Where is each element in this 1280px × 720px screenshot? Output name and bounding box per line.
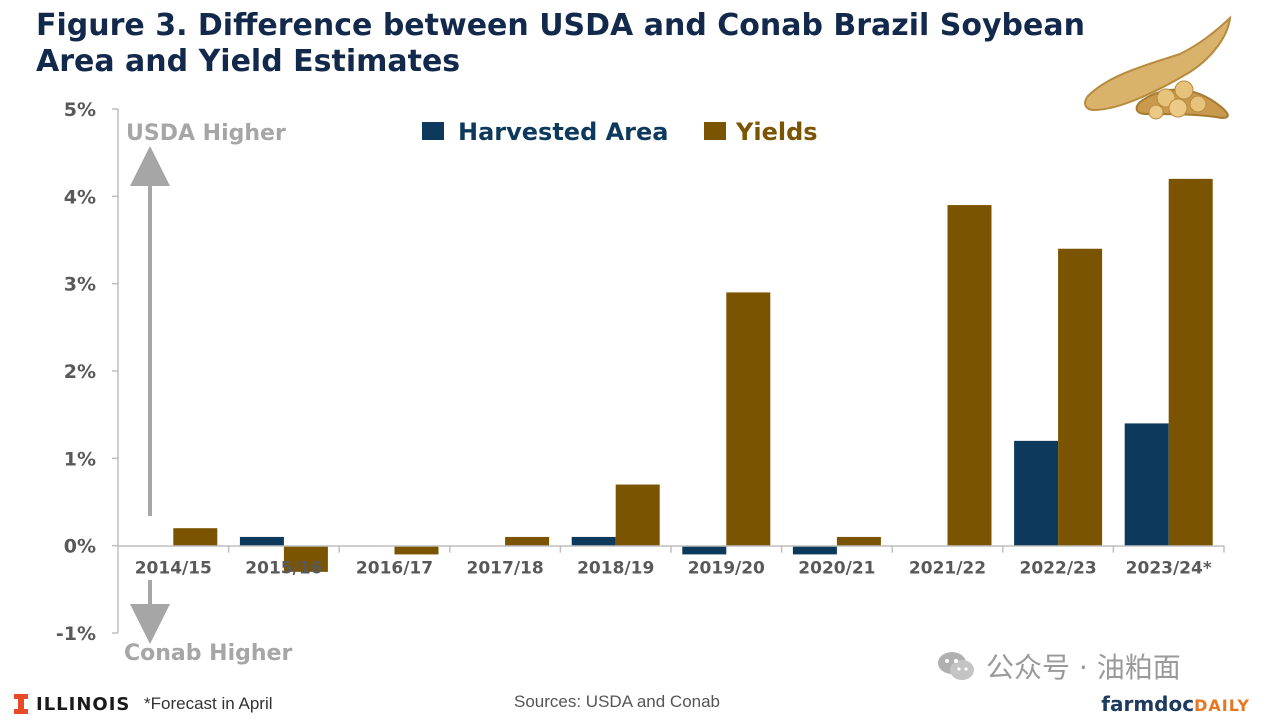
farmdoc-daily-brand: farmdocDAILY xyxy=(1101,692,1250,716)
y-tick-label: 4% xyxy=(64,186,96,208)
legend: Harvested Area Yields xyxy=(422,118,818,146)
legend-swatch-yields xyxy=(704,122,726,140)
brand-accent: DAILY xyxy=(1194,696,1250,715)
yields-bar xyxy=(836,536,881,546)
soybean-pod-icon xyxy=(1084,15,1232,120)
usda-higher-label: USDA Higher xyxy=(126,121,286,146)
x-tick-label: 2023/24* xyxy=(1126,559,1212,579)
yields-bar xyxy=(1058,248,1103,546)
harvested-area-bar xyxy=(1124,423,1169,546)
y-tick-label: 1% xyxy=(64,448,96,470)
chart-title-line2: Area and Yield Estimates xyxy=(36,44,461,79)
harvested-area-bar xyxy=(792,545,837,555)
wechat-watermark: 公众号 · 油粕面 xyxy=(936,646,1181,686)
x-tick-label: 2021/22 xyxy=(909,559,986,579)
forecast-note: *Forecast in April xyxy=(144,694,273,713)
illinois-block-i-icon xyxy=(14,694,28,714)
yields-bar xyxy=(947,205,992,546)
harvested-area-bar xyxy=(1014,440,1059,546)
y-tick-label: -1% xyxy=(56,623,96,645)
bars xyxy=(173,178,1213,572)
x-tick-label: 2022/23 xyxy=(1020,559,1097,579)
harvested-area-bar xyxy=(571,536,616,546)
yields-bar xyxy=(283,545,328,572)
source-note: Sources: USDA and Conab xyxy=(514,692,721,711)
x-tick-label: 2014/15 xyxy=(135,559,212,579)
legend-label-harvested-area: Harvested Area xyxy=(458,118,669,146)
y-axis-ticks: 5% 4% 3% 2% 1% 0% -1% xyxy=(56,99,118,645)
yields-bar xyxy=(505,536,550,546)
harvested-area-bar xyxy=(682,545,727,555)
x-tick-label: 2019/20 xyxy=(688,559,765,579)
x-axis-ticks: 2014/15 2015/16 2016/17 2017/18 2018/19 2019/… xyxy=(135,545,1225,579)
y-tick-label: 5% xyxy=(64,99,96,121)
x-tick-label: 2015/16 xyxy=(245,559,322,579)
x-tick-label: 2017/18 xyxy=(467,559,544,579)
wechat-icon xyxy=(938,652,974,680)
x-tick-label: 2016/17 xyxy=(356,559,433,579)
chart-title-line1: Figure 3. Difference between USDA and Co… xyxy=(36,8,1085,43)
chart-title: Figure 3. Difference between USDA and Co… xyxy=(36,8,1096,80)
yields-bar xyxy=(615,484,660,546)
illinois-logo-text: ILLINOIS xyxy=(36,693,131,715)
yields-bar xyxy=(394,545,439,555)
yields-bar xyxy=(726,292,771,546)
y-tick-label: 3% xyxy=(64,274,96,296)
x-tick-label: 2018/19 xyxy=(577,559,654,579)
illinois-logo: ILLINOIS xyxy=(14,692,130,716)
harvested-area-bar xyxy=(239,536,284,546)
legend-label-yields: Yields xyxy=(735,118,818,146)
yields-bar xyxy=(1168,178,1213,546)
conab-higher-label: Conab Higher xyxy=(124,641,292,666)
x-tick-label: 2020/21 xyxy=(798,559,875,579)
direction-annotations: USDA Higher Conab Higher xyxy=(124,121,292,666)
yields-bar xyxy=(173,528,218,546)
y-tick-label: 2% xyxy=(64,361,96,383)
y-tick-label: 0% xyxy=(64,536,96,558)
brand-main: farmdoc xyxy=(1101,692,1195,716)
watermark-text: 公众号 · 油粕面 xyxy=(986,651,1181,684)
legend-swatch-harvested-area xyxy=(422,122,444,140)
